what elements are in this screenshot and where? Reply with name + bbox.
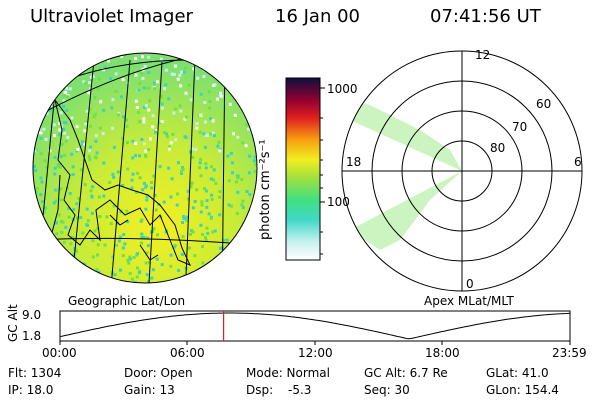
mlat-label-80: 80 xyxy=(490,141,506,155)
flight-number: Flt: 1304 xyxy=(8,366,62,380)
mlt-label-18: 18 xyxy=(346,155,362,169)
timeline-xtick-2359: 23:59 xyxy=(552,346,587,360)
orbit-timeline xyxy=(59,310,571,345)
mlt-label-12: 12 xyxy=(475,48,491,62)
image-time: 07:41:56 UT xyxy=(430,6,541,27)
sequence-number: Seq: 30 xyxy=(364,383,410,397)
colorbar xyxy=(285,77,325,261)
geographic-caption: Geographic Lat/Lon xyxy=(68,294,186,308)
app-title: Ultraviolet Imager xyxy=(30,6,193,27)
timeline-xtick-1800: 18:00 xyxy=(425,346,460,360)
timeline-ytick-high: 9.0 xyxy=(22,308,42,322)
geographic-image xyxy=(32,52,258,284)
timeline-xtick-0600: 06:00 xyxy=(170,346,205,360)
apex-caption: Apex MLat/MLT xyxy=(424,294,514,308)
colorbar-unit-label: photon cm⁻²s⁻¹ xyxy=(258,139,273,240)
timeline-xtick-0000: 00:00 xyxy=(42,346,77,360)
door-status: Door: Open xyxy=(124,366,193,380)
image-date: 16 Jan 00 xyxy=(275,6,360,27)
timeline-xtick-1200: 12:00 xyxy=(298,346,333,360)
gc-altitude: GC Alt: 6.7 Re xyxy=(364,366,448,380)
timeline-ytick-low: 1.8 xyxy=(22,329,42,343)
mlt-label-6: 6 xyxy=(574,155,582,169)
mode-value: Mode: Normal xyxy=(246,366,330,380)
dsp-label: Dsp: xyxy=(246,383,274,397)
polar-grid xyxy=(341,50,583,292)
dsp-value: -5.3 xyxy=(288,383,312,397)
mlat-label-70: 70 xyxy=(512,120,528,134)
colorbar-tick-1000: 1000 xyxy=(327,82,358,96)
polar-image xyxy=(341,50,583,292)
colorbar-tick-100: 100 xyxy=(327,195,350,209)
mlt-label-0: 0 xyxy=(466,277,474,291)
ip-value: IP: 18.0 xyxy=(8,383,54,397)
gain-value: Gain: 13 xyxy=(124,383,175,397)
timeline-ylabel: GC Alt xyxy=(6,304,20,342)
mlat-label-60: 60 xyxy=(536,97,552,111)
geographic-latitude: GLat: 41.0 xyxy=(486,366,549,380)
geographic-longitude: GLon: 154.4 xyxy=(486,383,559,397)
